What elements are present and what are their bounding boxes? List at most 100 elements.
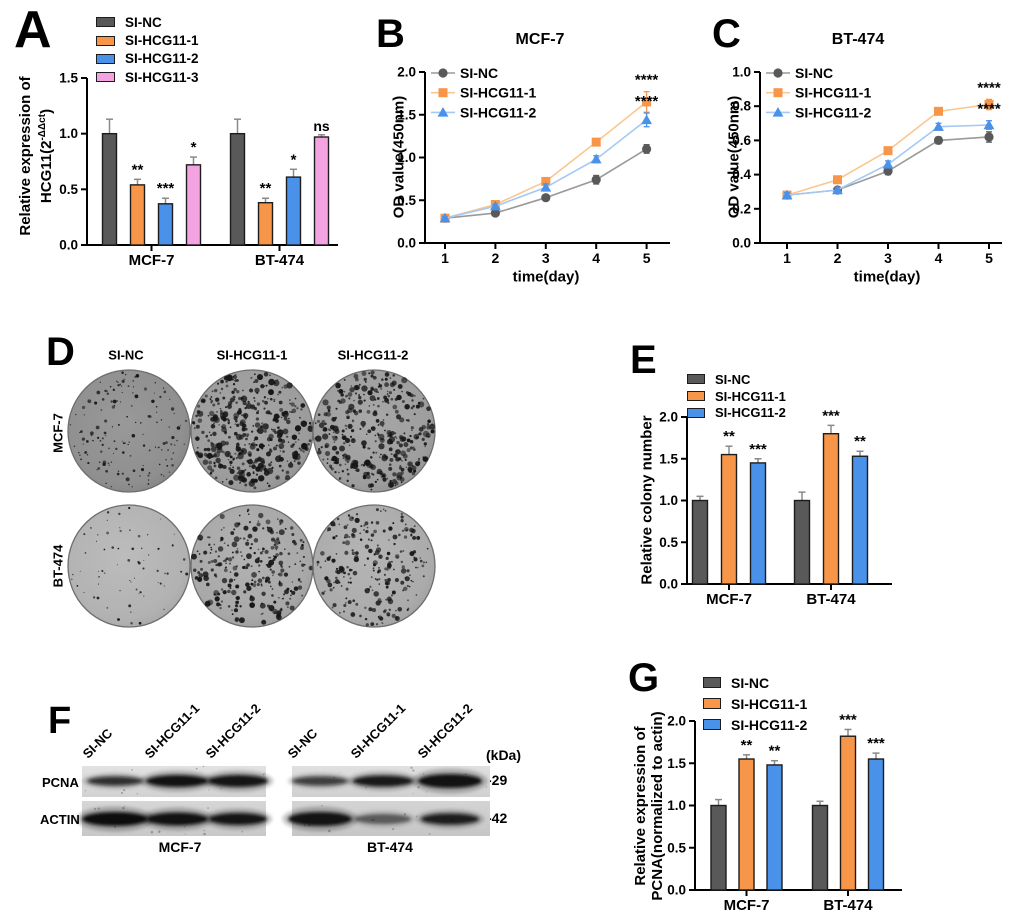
legend-item: SI-NC — [687, 371, 786, 388]
svg-text:4: 4 — [592, 250, 600, 266]
blot-strip-pcna-bt474 — [287, 766, 490, 797]
svg-text:MCF-7: MCF-7 — [706, 591, 752, 608]
panel-b-x-axis-title: time(day) — [512, 268, 580, 286]
svg-text:0.0: 0.0 — [59, 238, 78, 253]
legend-label: SI-NC — [731, 674, 770, 691]
panel-c-title: BT-474 — [831, 31, 885, 48]
svg-text:2.0: 2.0 — [397, 65, 416, 80]
svg-text:***: *** — [839, 711, 857, 728]
svg-text:SI-HCG11-1: SI-HCG11-1 — [460, 85, 536, 101]
legend-label: SI-HCG11-1 — [715, 388, 786, 404]
panel-d-letter: D — [46, 330, 75, 374]
svg-text:**: ** — [769, 743, 781, 760]
panel-a-legend: SI-NC SI-HCG11-1 SI-HCG11-2 SI-HCG11-3 — [96, 13, 199, 87]
svg-text:1.0: 1.0 — [667, 798, 686, 813]
blot-lane-label: SI-HCG11-1 — [141, 700, 203, 762]
svg-text:1.5: 1.5 — [59, 71, 78, 86]
colony-dish-mcf7-si-hcg11-2 — [312, 369, 436, 493]
svg-text:2.0: 2.0 — [659, 410, 678, 425]
legend-item: SI-HCG11-1 — [96, 31, 199, 49]
svg-text:****: **** — [635, 93, 659, 110]
legend-swatch-si-nc — [703, 677, 721, 688]
panel-c-x-axis-title: time(day) — [853, 268, 921, 286]
svg-text:**: ** — [741, 737, 753, 754]
legend-item: SI-NC — [96, 13, 199, 31]
blot-lane-label: SI-HCG11-2 — [202, 700, 264, 762]
blot-strip-actin-mcf7 — [76, 801, 273, 836]
svg-text:0.5: 0.5 — [667, 840, 686, 855]
colony-dish-bt474-si-hcg11-1 — [190, 504, 314, 628]
svg-text:0.0: 0.0 — [732, 236, 751, 251]
panel-f-letter: F — [48, 700, 72, 742]
blot-group-label-mcf7: MCF-7 — [158, 839, 202, 855]
svg-text:BT-474: BT-474 — [823, 897, 873, 914]
svg-text:0.8: 0.8 — [732, 99, 751, 114]
svg-text:0.4: 0.4 — [732, 167, 751, 182]
svg-text:5: 5 — [985, 250, 993, 266]
svg-text:***: *** — [749, 441, 767, 458]
legend-swatch-si-nc — [687, 374, 705, 385]
svg-text:SI-NC: SI-NC — [460, 65, 498, 81]
legend-item: SI-HCG11-2 — [703, 714, 807, 735]
blot-mw-label-29: -29 — [487, 772, 508, 788]
svg-text:****: **** — [635, 72, 659, 89]
svg-text:*: * — [291, 151, 297, 168]
svg-text:1: 1 — [783, 250, 791, 266]
legend-item: SI-NC — [703, 672, 807, 693]
svg-text:1: 1 — [441, 250, 449, 266]
colony-dish-bt474-si-hcg11-2 — [312, 504, 436, 628]
legend-swatch-si-hcg11-1 — [703, 698, 721, 709]
legend-item: SI-HCG11-1 — [687, 388, 786, 405]
panel-e-letter: E — [630, 338, 657, 382]
svg-text:SI-NC: SI-NC — [795, 65, 833, 81]
svg-text:****: **** — [977, 79, 1001, 96]
dish-row-label-mcf7: MCF-7 — [50, 413, 66, 453]
svg-text:0.5: 0.5 — [59, 182, 78, 197]
panel-a-y-axis-title: Relative expression of HCG11(2-ΔΔct) — [17, 76, 55, 236]
blot-lane-label: SI-HCG11-1 — [347, 700, 409, 762]
svg-text:SI-HCG11-2: SI-HCG11-2 — [795, 104, 871, 120]
svg-text:**: ** — [723, 428, 735, 445]
legend-swatch-si-hcg11-2 — [687, 407, 705, 418]
svg-text:1.0: 1.0 — [732, 65, 751, 80]
svg-text:4: 4 — [935, 250, 943, 266]
legend-item: SI-HCG11-2 — [96, 50, 199, 68]
legend-swatch-si-hcg11-2 — [703, 719, 721, 730]
dish-row-label-bt474: BT-474 — [50, 544, 66, 588]
legend-label: SI-HCG11-2 — [731, 716, 808, 733]
legend-label: SI-HCG11-1 — [731, 695, 808, 712]
legend-swatch-si-hcg11-3 — [96, 72, 115, 83]
svg-text:*: * — [191, 139, 197, 156]
blot-kda-title: (kDa) — [486, 747, 522, 763]
panel-b-letter: B — [376, 12, 405, 56]
svg-text:0.0: 0.0 — [667, 883, 686, 898]
svg-text:***: *** — [157, 180, 175, 197]
svg-text:2.0: 2.0 — [667, 714, 686, 729]
blot-group-label-bt474: BT-474 — [367, 839, 413, 855]
blot-lane-label: SI-HCG11-2 — [414, 700, 476, 762]
legend-label: SI-HCG11-3 — [125, 69, 199, 85]
svg-text:0.5: 0.5 — [397, 193, 416, 208]
svg-text:0.0: 0.0 — [397, 236, 416, 251]
svg-text:SI-HCG11-2: SI-HCG11-2 — [460, 104, 536, 120]
colony-dish-bt474-si-nc — [67, 504, 191, 628]
blot-protein-label-pcna: PCNA — [42, 775, 79, 790]
svg-text:***: *** — [867, 735, 885, 752]
legend-item: SI-HCG11-1 — [703, 693, 807, 714]
legend-label: SI-HCG11-1 — [125, 33, 199, 49]
blot-strip-actin-bt474 — [282, 801, 490, 836]
svg-text:1.5: 1.5 — [667, 756, 686, 771]
svg-text:0.6: 0.6 — [732, 133, 751, 148]
svg-text:1.0: 1.0 — [397, 150, 416, 165]
svg-text:2: 2 — [834, 250, 842, 266]
legend-swatch-si-hcg11-1 — [687, 391, 705, 402]
svg-text:**: ** — [260, 180, 272, 197]
colony-dish-mcf7-si-nc — [67, 369, 191, 493]
svg-text:1.0: 1.0 — [659, 493, 678, 508]
svg-text:**: ** — [132, 161, 144, 178]
legend-label: SI-HCG11-2 — [125, 51, 199, 67]
svg-text:0.2: 0.2 — [732, 201, 751, 216]
svg-text:2: 2 — [492, 250, 500, 266]
